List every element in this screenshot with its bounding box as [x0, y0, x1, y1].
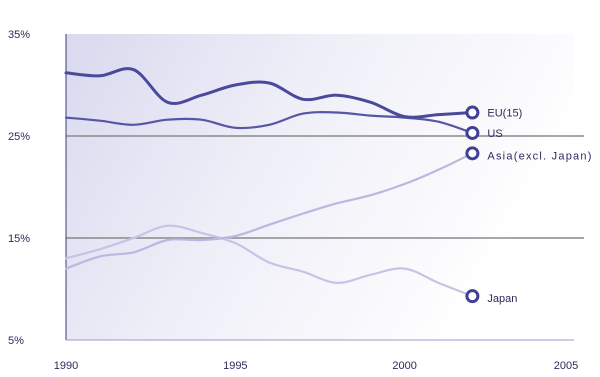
series-end-marker-asia: [465, 146, 480, 161]
series-end-marker-japan: [465, 289, 480, 304]
series-line-eu: [64, 67, 474, 119]
y-tick-label: 25%: [8, 131, 30, 143]
series-end-marker-us: [465, 125, 480, 140]
x-tick-label: 1995: [223, 360, 247, 372]
x-tick-label: 2000: [392, 360, 416, 372]
series-label-asia: Asia(excl. Japan): [487, 150, 591, 162]
series-label-japan: Japan: [487, 293, 517, 305]
series-label-eu: EU(15): [487, 108, 522, 120]
x-tick-label: 2005: [554, 360, 578, 372]
y-tick-label: 15%: [8, 233, 30, 245]
series-line-asia: [64, 152, 474, 270]
series-label-us: US: [487, 128, 502, 140]
series-line-japan: [64, 224, 474, 298]
series-end-marker-eu: [465, 105, 480, 120]
y-tick-label: 5%: [8, 335, 24, 347]
x-tick-label: 1990: [54, 360, 78, 372]
y-tick-label: 35%: [8, 29, 30, 41]
